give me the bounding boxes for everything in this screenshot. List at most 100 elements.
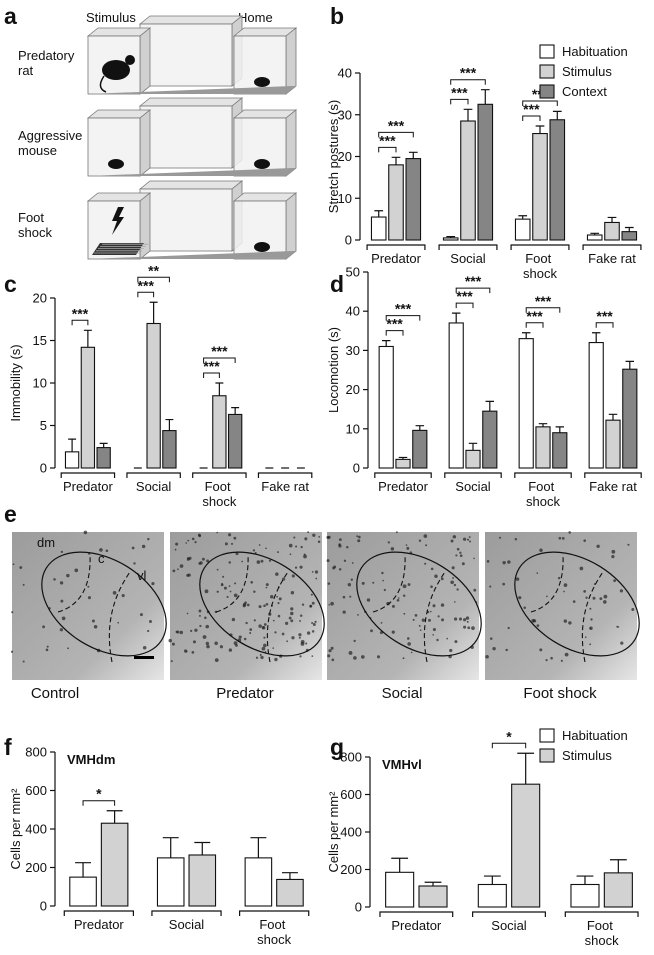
stained-cell [611,555,615,559]
stained-cell [290,607,294,611]
stained-cell [312,623,316,626]
x-tick-label: Predator [63,479,114,494]
error-bar [591,332,601,343]
stained-cell [366,598,371,602]
bar [622,368,638,469]
legend-swatch [539,64,555,79]
stained-cell [275,572,279,576]
chamber-top [86,27,152,37]
stained-cell [376,655,381,659]
stained-cell [274,657,278,662]
stained-cell [328,603,330,606]
significance-bracket [203,372,220,378]
stained-cell [492,646,496,651]
stained-cell [204,616,207,620]
significance-bracket [525,307,561,313]
stained-cell [311,655,314,657]
stained-cell [523,606,526,609]
stained-cell [139,613,143,617]
stained-cell [314,620,317,623]
significance-bracket [455,302,474,309]
bar [514,218,531,241]
x-tick-label: Predator [74,917,125,932]
stained-cell [278,597,282,601]
stained-cell [446,637,449,640]
stained-cell [627,543,630,546]
significance-bracket [203,357,236,363]
stained-cell [450,580,454,585]
error-bar [149,301,158,324]
stained-cell [502,560,506,565]
stained-cell [402,657,405,660]
chamber-top [138,15,244,25]
stained-cell [230,542,234,545]
stained-cell [263,623,267,626]
bar [442,237,459,241]
bar [212,395,227,469]
significance-label: * [506,728,512,744]
stained-cell [461,562,465,566]
stained-cell [221,582,224,585]
stained-cell [515,577,520,581]
stained-cell [357,539,361,543]
error-bar [538,423,548,427]
stained-cell [432,604,436,608]
chamber-front [139,23,233,87]
stained-cell [539,648,543,652]
stained-cell [192,640,196,644]
stained-cell [265,602,269,606]
stained-cell [440,603,445,607]
error-bar [451,312,461,323]
image-caption: Social [382,685,423,702]
bar [604,221,620,241]
stained-cell [74,568,79,573]
stained-cell [449,648,453,653]
stained-cell [148,619,152,624]
bar [388,164,404,241]
stained-cell [568,531,571,534]
stained-cell [563,590,565,593]
stained-cell [66,573,70,578]
stained-cell [463,618,467,622]
stained-cell [596,544,600,548]
stained-cell [502,582,506,586]
stained-cell [310,593,313,596]
vmh-outline [356,551,482,657]
stained-cell [619,589,624,593]
stained-cell [216,531,218,534]
bar [96,447,111,469]
bar [549,119,566,241]
stained-cell [22,660,25,663]
vmh-outline [199,551,325,657]
stained-cell [563,619,568,623]
lightning [112,207,124,235]
floor-shadow [88,251,296,259]
stained-cell [141,544,146,549]
bar [586,234,603,241]
y-tick-label: 0 [355,900,362,915]
stained-cell [19,566,23,569]
stained-cell [620,641,624,645]
significance-bracket [378,146,397,153]
stained-cell [241,560,244,563]
significance-label: *** [395,301,412,317]
significance-label: ** [148,262,159,278]
stained-cell [249,628,253,632]
significance-bracket [137,291,155,298]
bar [588,342,604,469]
stained-cell [238,635,242,639]
stained-cell [489,637,493,640]
region-label: c [98,551,105,566]
bar [535,426,551,469]
stained-cell [430,567,434,571]
subdivision [266,571,289,663]
stained-cell [489,585,492,588]
bar [64,451,80,469]
stained-cell [256,560,261,564]
vmh-outline [514,551,640,657]
stained-cell [202,635,207,639]
stained-cell [396,598,400,602]
y-axis-label: Immobility (s) [8,344,23,421]
significance-label: *** [523,101,540,117]
stained-cell [186,557,190,560]
